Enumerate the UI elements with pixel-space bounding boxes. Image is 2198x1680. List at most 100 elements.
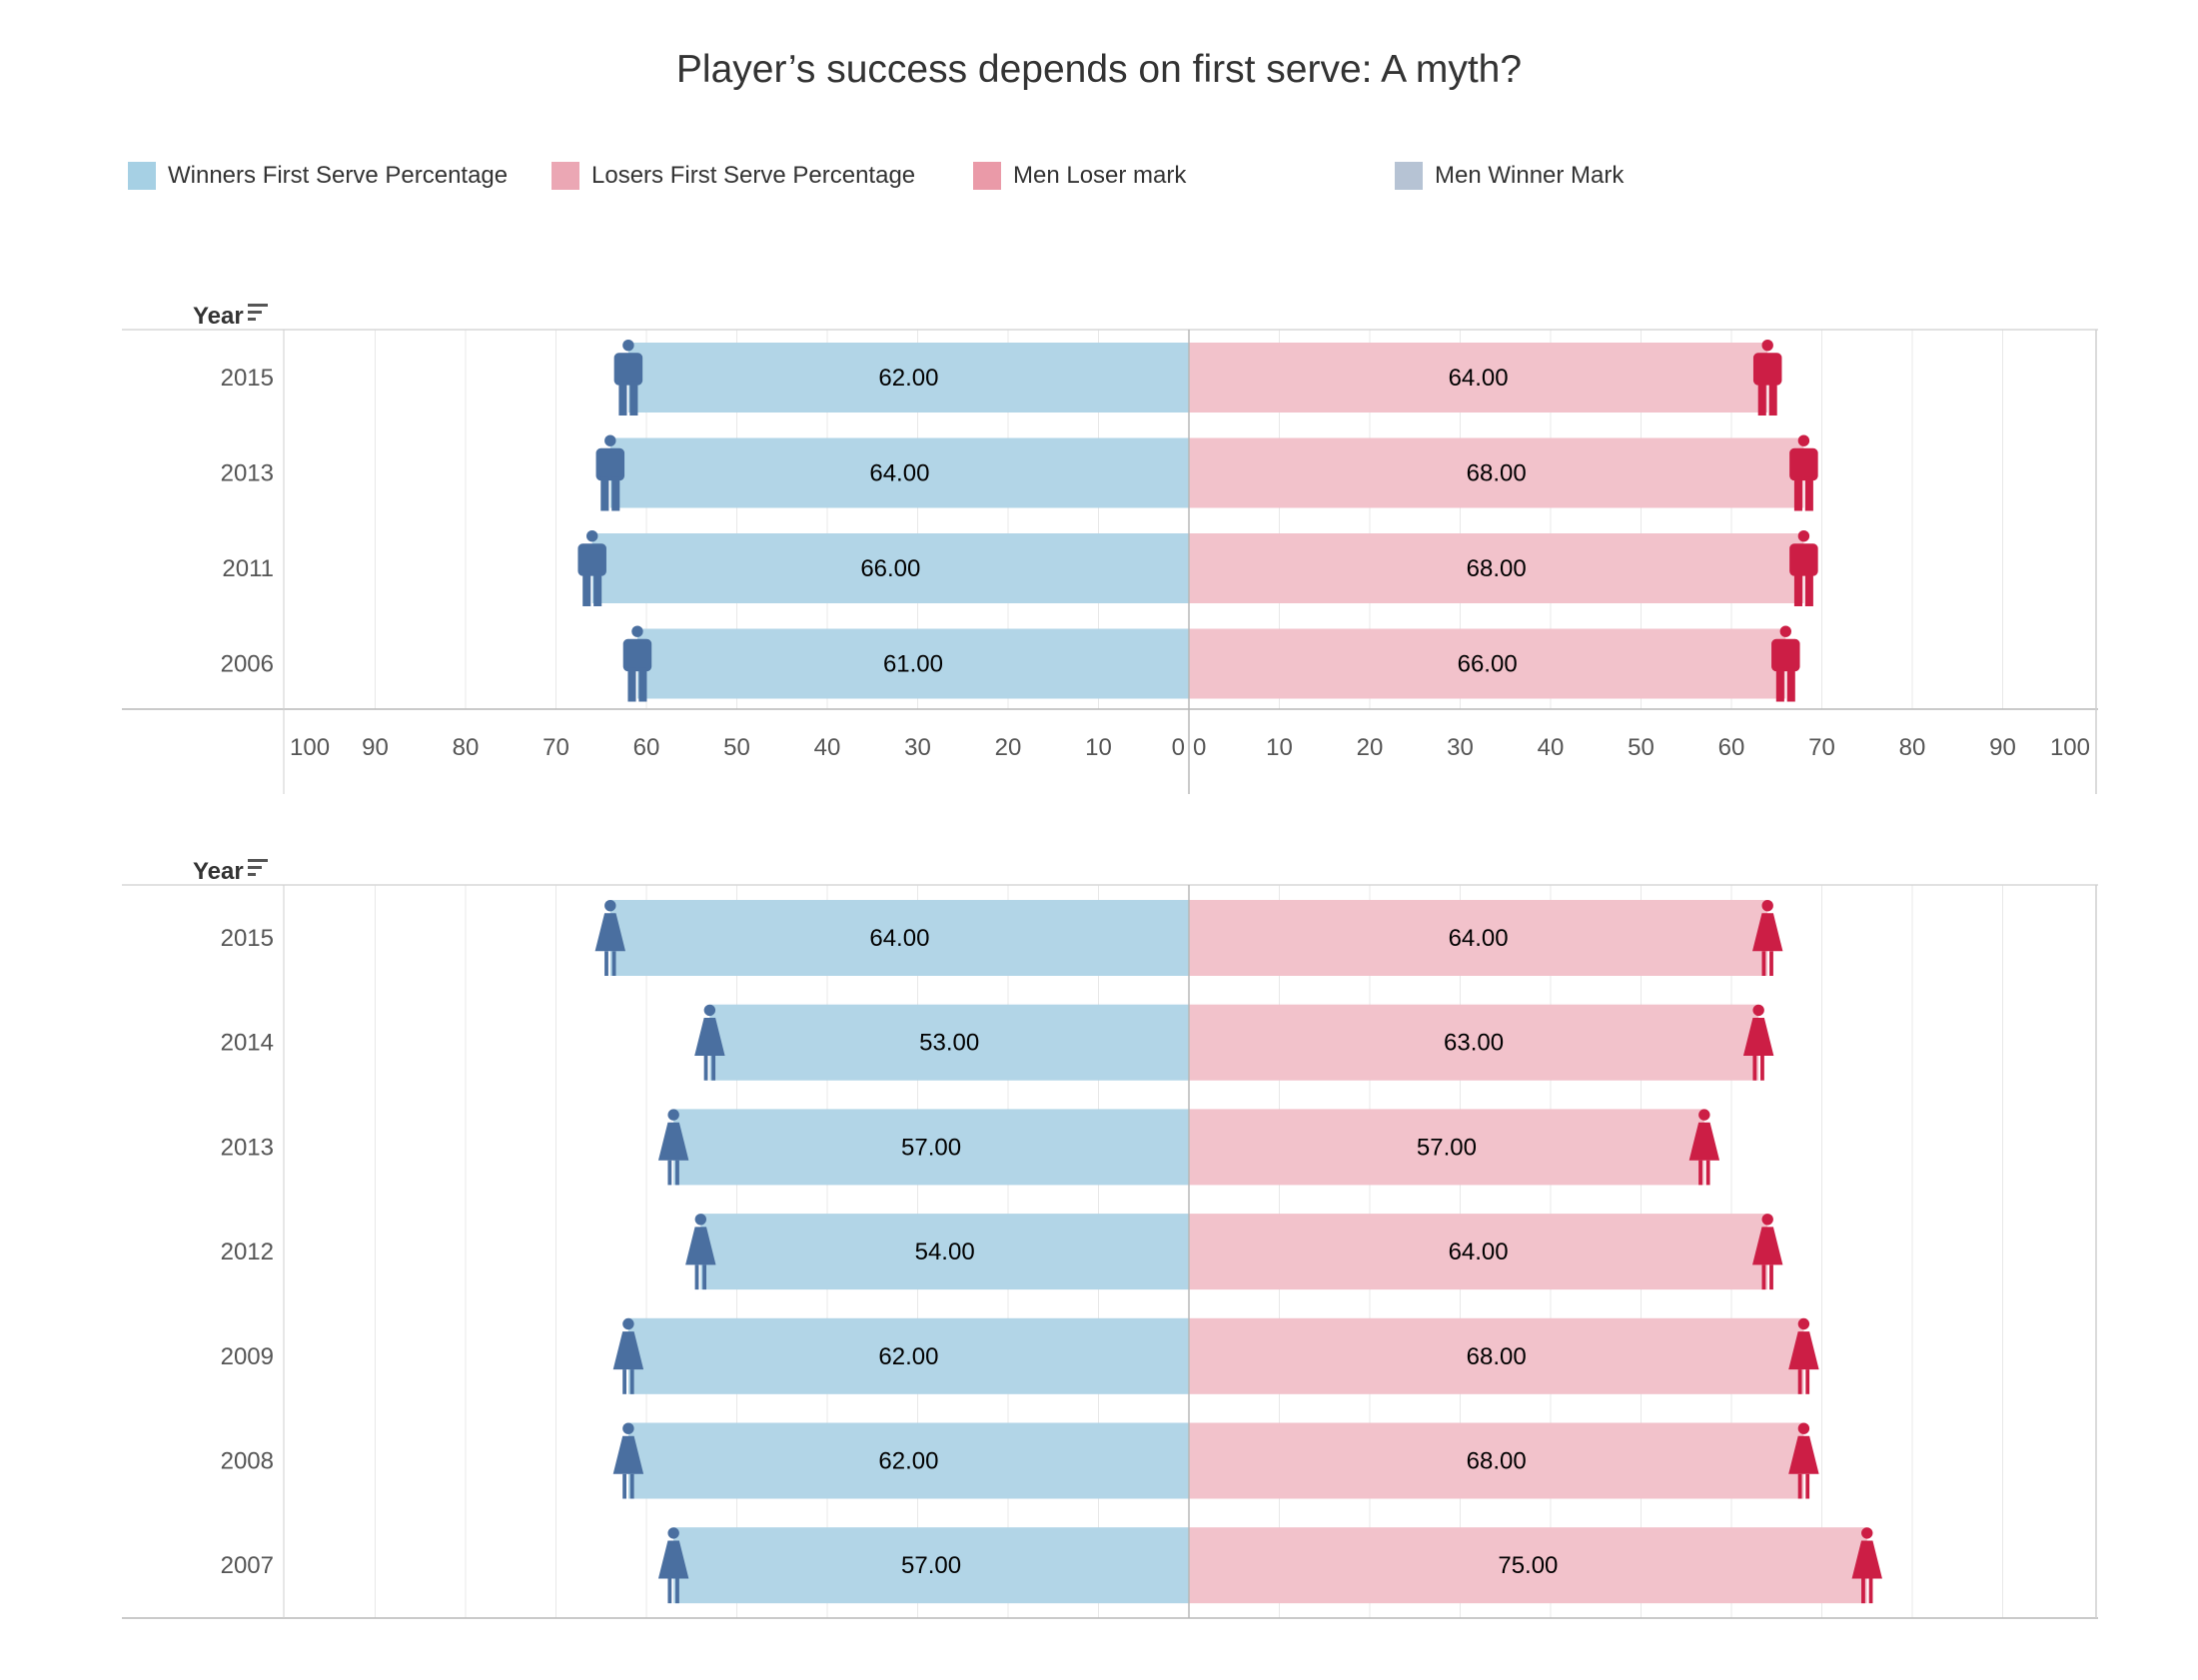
year-label: 2013	[221, 1134, 274, 1161]
sort-icon	[248, 304, 268, 321]
loser-bar	[1189, 437, 1804, 508]
legend: Winners First Serve Percentage Losers Fi…	[0, 158, 2198, 194]
x-tick-label: 10	[1085, 734, 1112, 761]
winner-value-label: 61.00	[883, 651, 943, 678]
x-tick-label: 20	[1357, 734, 1384, 761]
year-label: 2013	[221, 460, 274, 487]
loser-value-label: 66.00	[1458, 651, 1518, 678]
winner-bar	[609, 437, 1189, 508]
winner-bar	[673, 1527, 1189, 1604]
winner-value-label: 57.00	[901, 1134, 961, 1161]
x-tick-label: 60	[633, 734, 660, 761]
winner-bar	[673, 1109, 1189, 1186]
female-figure-icon	[657, 1527, 689, 1604]
legend-item-men-loser-mark[interactable]: Men Loser mark	[973, 158, 1186, 194]
female-figure-icon	[594, 900, 625, 976]
female-figure-icon	[1851, 1527, 1882, 1604]
x-tick-label: 30	[904, 734, 931, 761]
winner-value-label: 62.00	[878, 1448, 938, 1475]
winner-value-label: 64.00	[869, 460, 929, 487]
loser-bar	[1189, 1004, 1759, 1081]
x-tick-label: 20	[995, 734, 1022, 761]
x-tick-label: 40	[814, 734, 841, 761]
winner-bar	[609, 900, 1189, 976]
female-figure-icon	[612, 1422, 644, 1499]
female-figure-icon	[1742, 1004, 1774, 1081]
female-figure-icon	[694, 1004, 725, 1081]
loser-value-label: 64.00	[1449, 1239, 1509, 1265]
winner-value-label: 57.00	[901, 1552, 961, 1579]
male-figure-icon	[577, 530, 606, 606]
male-figure-icon	[1789, 530, 1818, 606]
chart-title: Player’s success depends on first serve:…	[675, 48, 1523, 91]
legend-swatch-men-winner-mark	[1395, 162, 1423, 190]
female-figure-icon	[685, 1214, 716, 1290]
winner-value-label: 64.00	[869, 925, 929, 952]
x-tick-label: 50	[1628, 734, 1654, 761]
x-tick-label: 50	[723, 734, 750, 761]
row-header-label: Year	[193, 858, 244, 885]
legend-label-men-winner-mark: Men Winner Mark	[1435, 162, 1625, 189]
male-figure-icon	[622, 625, 652, 702]
year-label: 2006	[221, 651, 274, 678]
female-figure-icon	[1752, 900, 1783, 976]
female-figure-icon	[612, 1317, 644, 1394]
winner-bar	[709, 1004, 1189, 1081]
legend-item-losers[interactable]: Losers First Serve Percentage	[551, 158, 915, 194]
winner-value-label: 62.00	[878, 365, 938, 392]
winner-bar	[627, 1317, 1189, 1394]
winner-value-label: 62.00	[878, 1343, 938, 1370]
x-tick-label: 30	[1447, 734, 1474, 761]
legend-label-losers: Losers First Serve Percentage	[591, 162, 916, 189]
x-tick-label: 70	[543, 734, 569, 761]
female-figure-icon	[1688, 1109, 1720, 1186]
loser-bar	[1189, 628, 1786, 699]
winner-bar	[591, 533, 1189, 603]
loser-value-label: 57.00	[1417, 1134, 1477, 1161]
loser-bar	[1189, 1317, 1804, 1394]
female-figure-icon	[1788, 1422, 1819, 1499]
year-label: 2015	[221, 925, 274, 952]
legend-item-winners[interactable]: Winners First Serve Percentage	[128, 158, 508, 194]
legend-label-winners: Winners First Serve Percentage	[168, 162, 509, 189]
loser-value-label: 68.00	[1467, 1448, 1527, 1475]
winner-bar	[627, 1422, 1189, 1499]
legend-item-men-winner-mark[interactable]: Men Winner Mark	[1395, 158, 1624, 194]
winner-bar	[627, 343, 1189, 413]
loser-bar	[1189, 1527, 1867, 1604]
female-figure-icon	[1788, 1317, 1819, 1394]
male-figure-icon	[613, 340, 643, 416]
year-label: 2011	[222, 555, 274, 582]
winner-bar	[700, 1214, 1189, 1290]
legend-swatch-losers	[551, 162, 579, 190]
legend-swatch-winners	[128, 162, 156, 190]
loser-value-label: 68.00	[1467, 555, 1527, 582]
year-label: 2008	[221, 1448, 274, 1475]
year-label: 2015	[221, 365, 274, 392]
male-figure-icon	[595, 434, 625, 511]
female-figure-icon	[657, 1109, 689, 1186]
loser-value-label: 68.00	[1467, 1343, 1527, 1370]
winner-bar	[636, 628, 1189, 699]
x-tick-label: 80	[453, 734, 480, 761]
row-header-label: Year	[193, 303, 244, 330]
x-tick-label: 90	[362, 734, 389, 761]
male-figure-icon	[1771, 625, 1800, 702]
loser-bar	[1189, 1109, 1704, 1186]
loser-bar	[1189, 900, 1768, 976]
loser-value-label: 68.00	[1467, 460, 1527, 487]
x-tick-label: 40	[1538, 734, 1565, 761]
x-tick-label: 90	[1989, 734, 2016, 761]
female-figure-icon	[1752, 1214, 1783, 1290]
year-label: 2007	[221, 1552, 274, 1579]
x-tick-label: 100	[2050, 734, 2090, 761]
x-tick-label: 80	[1899, 734, 1926, 761]
legend-swatch-men-loser-mark	[973, 162, 1001, 190]
loser-bar	[1189, 1422, 1804, 1499]
x-tick-label: 60	[1718, 734, 1745, 761]
male-figure-icon	[1752, 340, 1782, 416]
loser-value-label: 63.00	[1444, 1030, 1504, 1057]
x-tick-label: 10	[1266, 734, 1293, 761]
winner-value-label: 54.00	[915, 1239, 975, 1265]
